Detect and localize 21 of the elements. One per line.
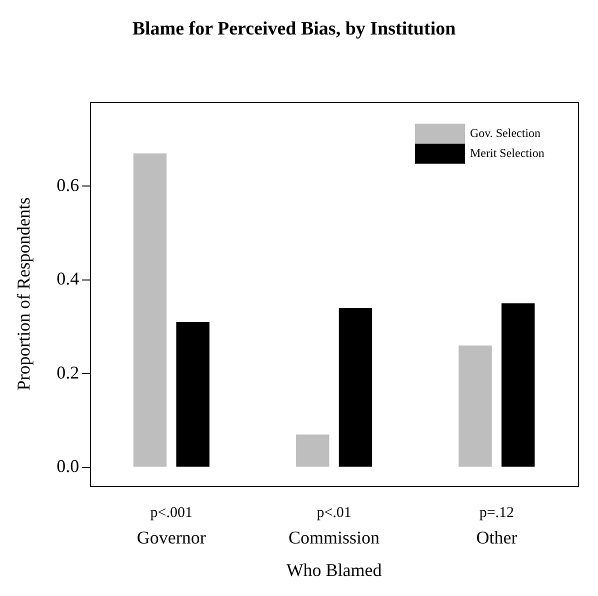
legend-label: Gov. Selection [470,126,541,140]
x-tick-label: Other [476,528,518,548]
y-axis-title: Proportion of Respondents [14,197,34,390]
y-tick-label: 0.0 [56,456,80,476]
y-tick-label: 0.2 [56,362,80,382]
bar [133,153,167,467]
bar [502,303,535,467]
text: p<.01 [316,504,352,521]
bar [176,322,210,467]
y-tick-label: 0.6 [56,174,80,195]
bar [296,434,330,467]
legend-label: Merit Selection [470,146,544,160]
x-axis-title: Who Blamed [286,560,382,580]
y-tick-label: 0.4 [56,268,80,289]
x-tick-label: Governor [136,528,206,548]
bar [338,308,372,467]
text: p=.12 [479,504,514,521]
bar [458,345,492,467]
x-tick-label: Commission [288,528,380,548]
text: p<.001 [150,504,193,521]
chart-title: Blame for Perceived Bias, by Institution [132,18,456,40]
